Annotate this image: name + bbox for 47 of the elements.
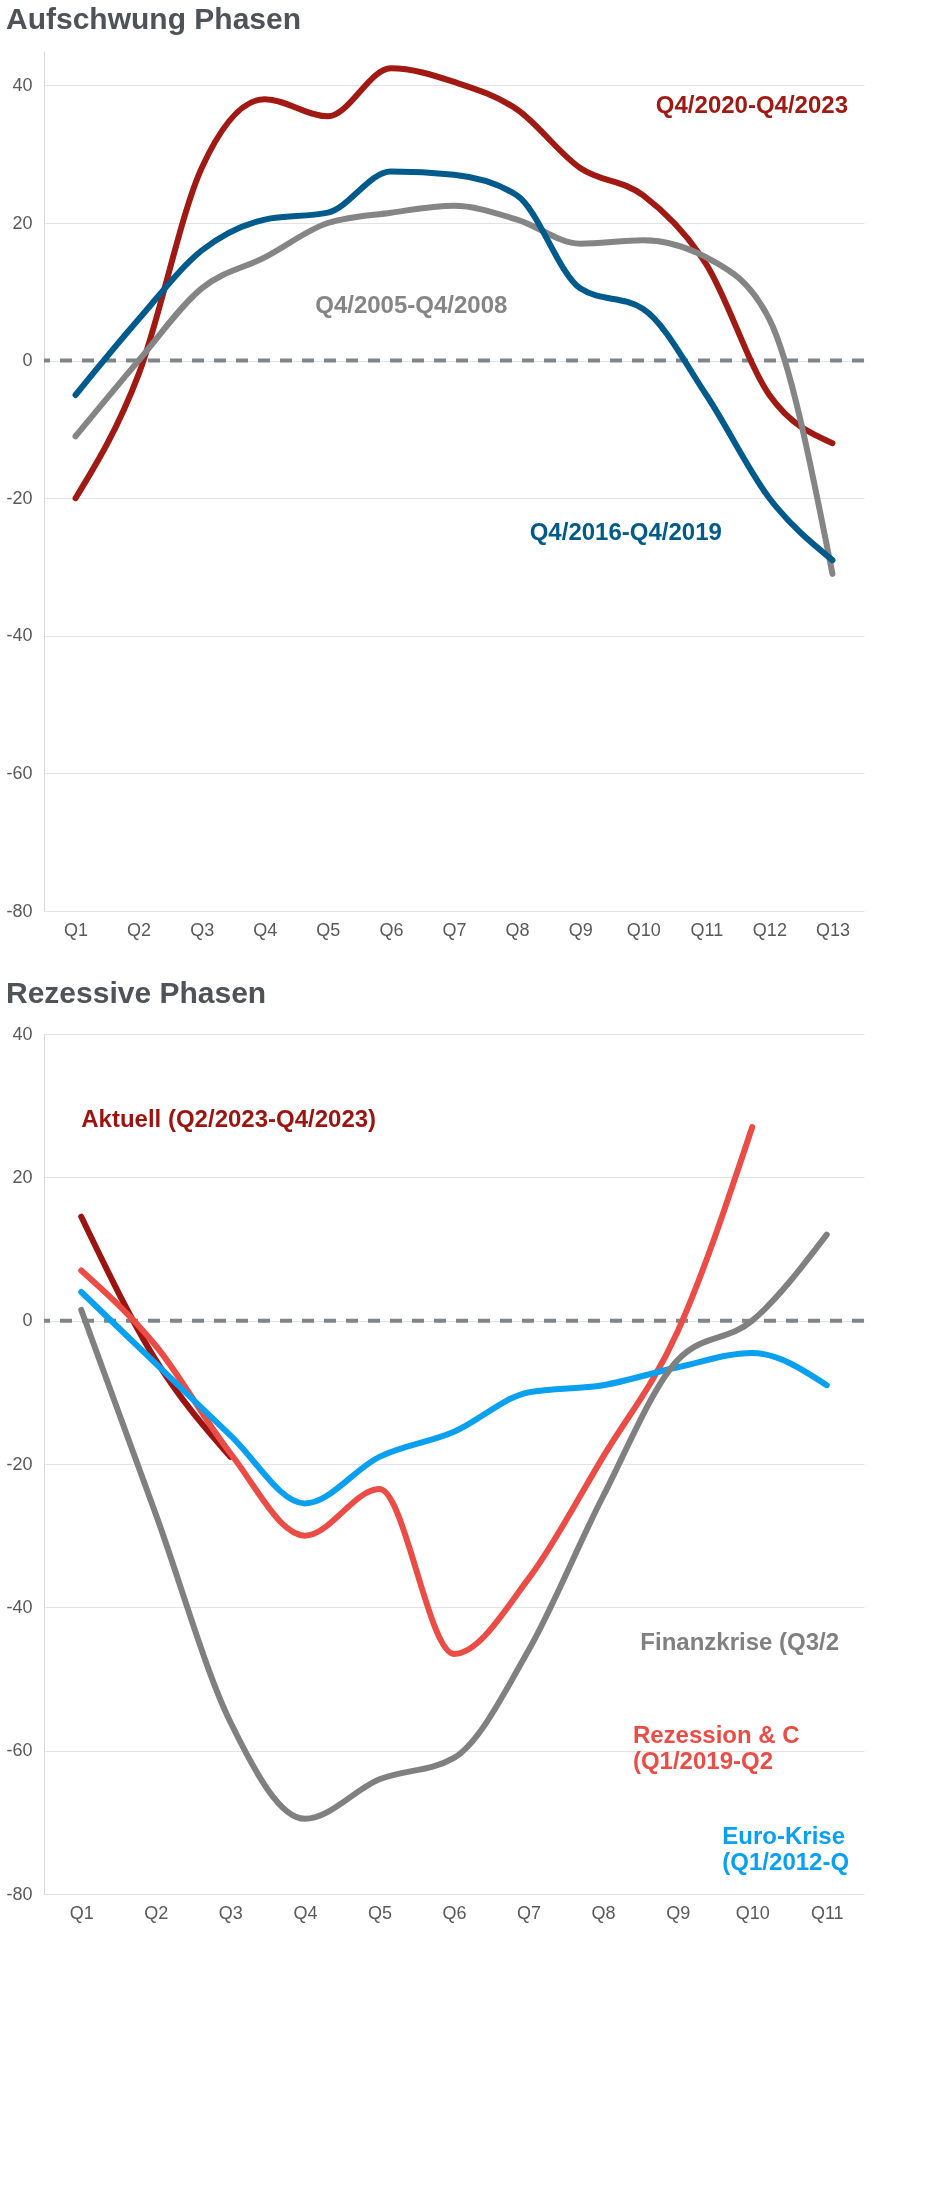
y-tick-label: 40 xyxy=(12,1023,33,1044)
text: Rezession & C (Q1/2019-Q2 xyxy=(632,1721,800,1775)
y-tick-label: -60 xyxy=(6,1740,33,1761)
x-tick-label: Q10 xyxy=(626,919,661,940)
x-tick-label: Q11 xyxy=(690,919,724,940)
x-tick-label: Q1 xyxy=(69,1902,94,1923)
x-tick-label: Q4 xyxy=(253,919,278,940)
text: Q4/2020-Q4/2023 xyxy=(655,91,848,119)
x-tick-label: Q6 xyxy=(442,1902,467,1923)
text: Finanzkrise (Q3/2 xyxy=(640,1628,840,1656)
text: Euro-Krise (Q1/2012-Q xyxy=(722,1821,850,1875)
x-tick-label: Q8 xyxy=(505,919,530,940)
y-tick-label: 40 xyxy=(12,74,33,95)
x-tick-label: Q5 xyxy=(316,919,341,940)
x-tick-label: Q7 xyxy=(442,919,467,940)
y-tick-label: -40 xyxy=(6,625,33,646)
y-tick-label: -60 xyxy=(6,762,33,783)
x-tick-label: Q9 xyxy=(666,1902,691,1923)
text: Q4/2005-Q4/2008 xyxy=(315,290,508,318)
x-tick-label: Q3 xyxy=(190,919,215,940)
y-tick-label: -20 xyxy=(6,1453,33,1474)
x-tick-label: Q4 xyxy=(293,1902,318,1923)
x-tick-label: Q2 xyxy=(127,919,152,940)
x-tick-label: Q9 xyxy=(568,919,593,940)
y-tick-label: 20 xyxy=(12,1166,33,1187)
x-tick-label: Q1 xyxy=(64,919,89,940)
text: Q4/2016-Q4/2019 xyxy=(529,517,722,545)
y-tick-label: -40 xyxy=(6,1596,33,1617)
x-tick-label: Q7 xyxy=(517,1902,542,1923)
y-tick-label: 0 xyxy=(22,350,33,371)
x-tick-label: Q13 xyxy=(815,919,850,940)
x-tick-label: Q11 xyxy=(810,1902,844,1923)
chart-title: Aufschwung Phasen xyxy=(5,2,302,35)
x-tick-label: Q3 xyxy=(218,1902,243,1923)
text: Aktuell (Q2/2023-Q4/2023) xyxy=(81,1105,377,1132)
y-tick-label: -80 xyxy=(6,1883,33,1904)
x-tick-label: Q5 xyxy=(367,1902,392,1923)
y-tick-label: -80 xyxy=(6,900,33,921)
chart-title: Rezessive Phasen xyxy=(5,976,267,1009)
x-tick-label: Q2 xyxy=(144,1902,169,1923)
y-tick-label: -20 xyxy=(6,487,33,508)
x-tick-label: Q12 xyxy=(752,919,787,940)
x-tick-label: Q8 xyxy=(591,1902,616,1923)
y-tick-label: 20 xyxy=(12,212,33,233)
x-tick-label: Q10 xyxy=(735,1902,770,1923)
x-tick-label: Q6 xyxy=(379,919,404,940)
y-tick-label: 0 xyxy=(22,1310,33,1331)
